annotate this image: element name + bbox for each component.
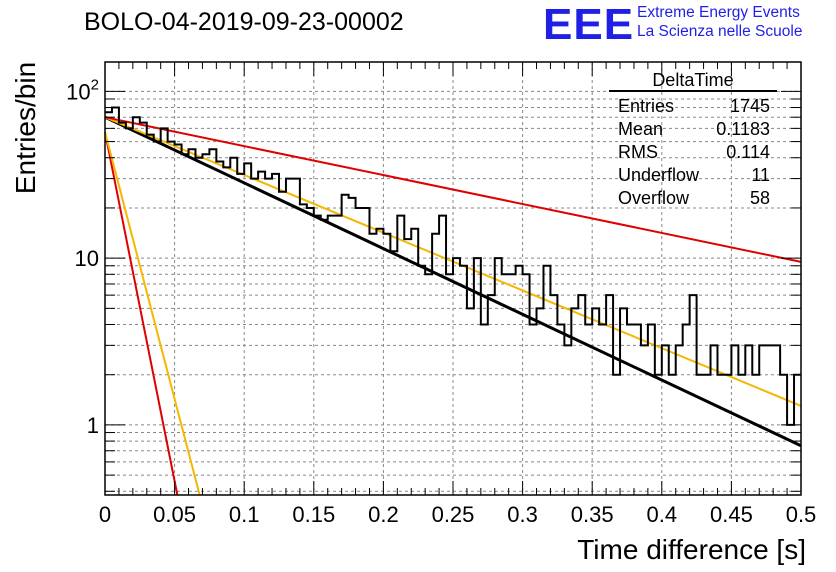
stats-box: DeltaTime Entries 1745 Mean 0.1183 RMS 0.11… — [609, 70, 777, 210]
x-tick-labels: 0 0.05 0.1 0.15 0.2 0.25 0.3 0.35 0.4 0.45 0.5 — [99, 502, 816, 527]
x-axis-label: Time difference [s] — [577, 534, 806, 565]
stats-row: Mean 0.1183 — [618, 119, 770, 139]
eee-logo-text: Extreme Energy Events La Scienza nelle S… — [637, 3, 802, 41]
eee-logo: EEE — [543, 0, 635, 49]
x-tick-label: 0.1 — [229, 502, 260, 527]
x-tick-label: 0.25 — [432, 502, 475, 527]
x-tick-label: 0.5 — [786, 502, 817, 527]
x-tick-label: 0.2 — [368, 502, 399, 527]
stats-row: RMS 0.114 — [618, 142, 770, 162]
y-tick-label: 10 — [75, 246, 99, 271]
stats-row: Underflow 11 — [618, 165, 770, 185]
fit-curve — [104, 131, 201, 496]
stats-name: DeltaTime — [652, 70, 734, 90]
stats-divider — [609, 90, 777, 92]
y-tick-label: 102 — [66, 76, 99, 104]
x-tick-label: 0.35 — [571, 502, 614, 527]
fit-curve — [104, 131, 179, 496]
stats-row: Entries 1745 — [618, 96, 770, 116]
plot-title: BOLO-04-2019-09-23-00002 — [84, 8, 404, 36]
fit-curve — [104, 115, 802, 448]
logo-line-1: Extreme Energy Events — [637, 4, 800, 21]
x-tick-label: 0.4 — [647, 502, 678, 527]
x-tick-label: 0.3 — [507, 502, 538, 527]
axis-ticks — [104, 62, 802, 495]
x-tick-label: 0.45 — [710, 502, 753, 527]
x-tick-label: 0 — [99, 502, 111, 527]
logo-line-2: La Scienza nelle Scuole — [637, 23, 803, 40]
x-tick-label: 0.05 — [153, 502, 196, 527]
y-tick-labels: 1 10 102 — [66, 76, 99, 438]
x-tick-label: 0.15 — [292, 502, 335, 527]
stats-row: Overflow 58 — [618, 188, 770, 208]
fit-curve — [104, 116, 802, 263]
histogram-line — [105, 106, 801, 426]
y-tick-label: 1 — [87, 413, 99, 438]
